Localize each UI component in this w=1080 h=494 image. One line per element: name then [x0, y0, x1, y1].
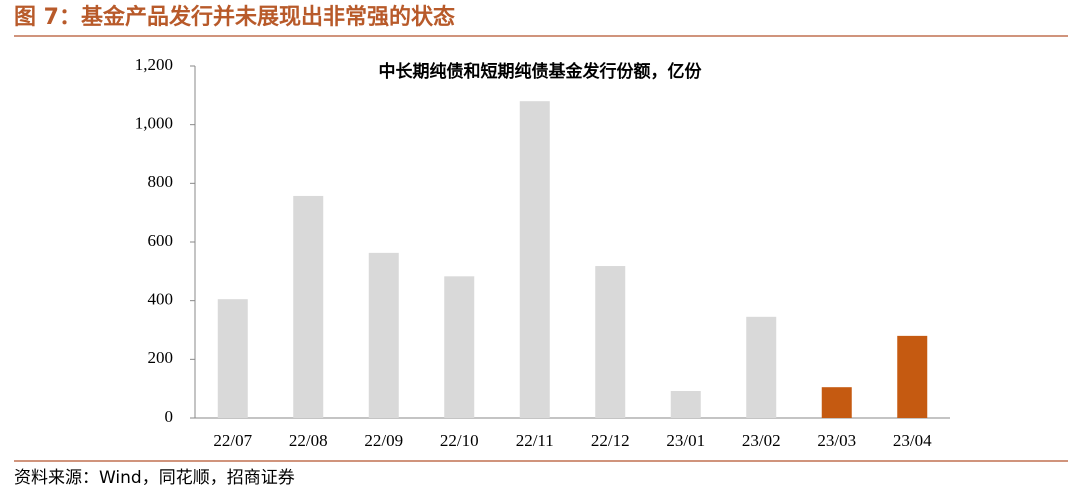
chart-title: 中长期纯债和短期纯债基金发行份额，亿份 [379, 61, 703, 82]
bar [293, 195, 324, 418]
bar [444, 276, 475, 418]
figure-title: 图 7：基金产品发行并未展现出非常强的状态 [14, 4, 455, 30]
x-tick-label: 22/08 [289, 431, 328, 450]
bar [821, 387, 852, 418]
x-tick-label: 22/11 [516, 431, 554, 450]
bar [746, 316, 777, 418]
bar [519, 101, 550, 418]
y-tick-label: 0 [165, 407, 174, 426]
y-tick-label: 1,200 [135, 55, 173, 74]
y-tick-label: 800 [148, 172, 174, 191]
x-tick-label: 22/07 [213, 431, 252, 450]
x-tick-label: 22/09 [364, 431, 403, 450]
x-tick-label: 23/01 [666, 431, 705, 450]
x-tick-label: 22/10 [440, 431, 479, 450]
x-tick-label: 23/04 [893, 431, 932, 450]
y-tick-label: 1,000 [135, 114, 173, 133]
y-tick-label: 600 [148, 231, 174, 250]
bar [897, 335, 928, 418]
bar [368, 252, 399, 418]
x-tick-label: 22/12 [591, 431, 630, 450]
source-note: 资料来源：Wind，同花顺，招商证券 [14, 468, 295, 488]
x-tick-label: 23/03 [817, 431, 856, 450]
bar [670, 391, 701, 418]
y-tick-label: 400 [148, 290, 174, 309]
x-tick-label: 23/02 [742, 431, 781, 450]
bar [595, 266, 626, 418]
bar [217, 299, 248, 418]
y-tick-label: 200 [148, 348, 174, 367]
